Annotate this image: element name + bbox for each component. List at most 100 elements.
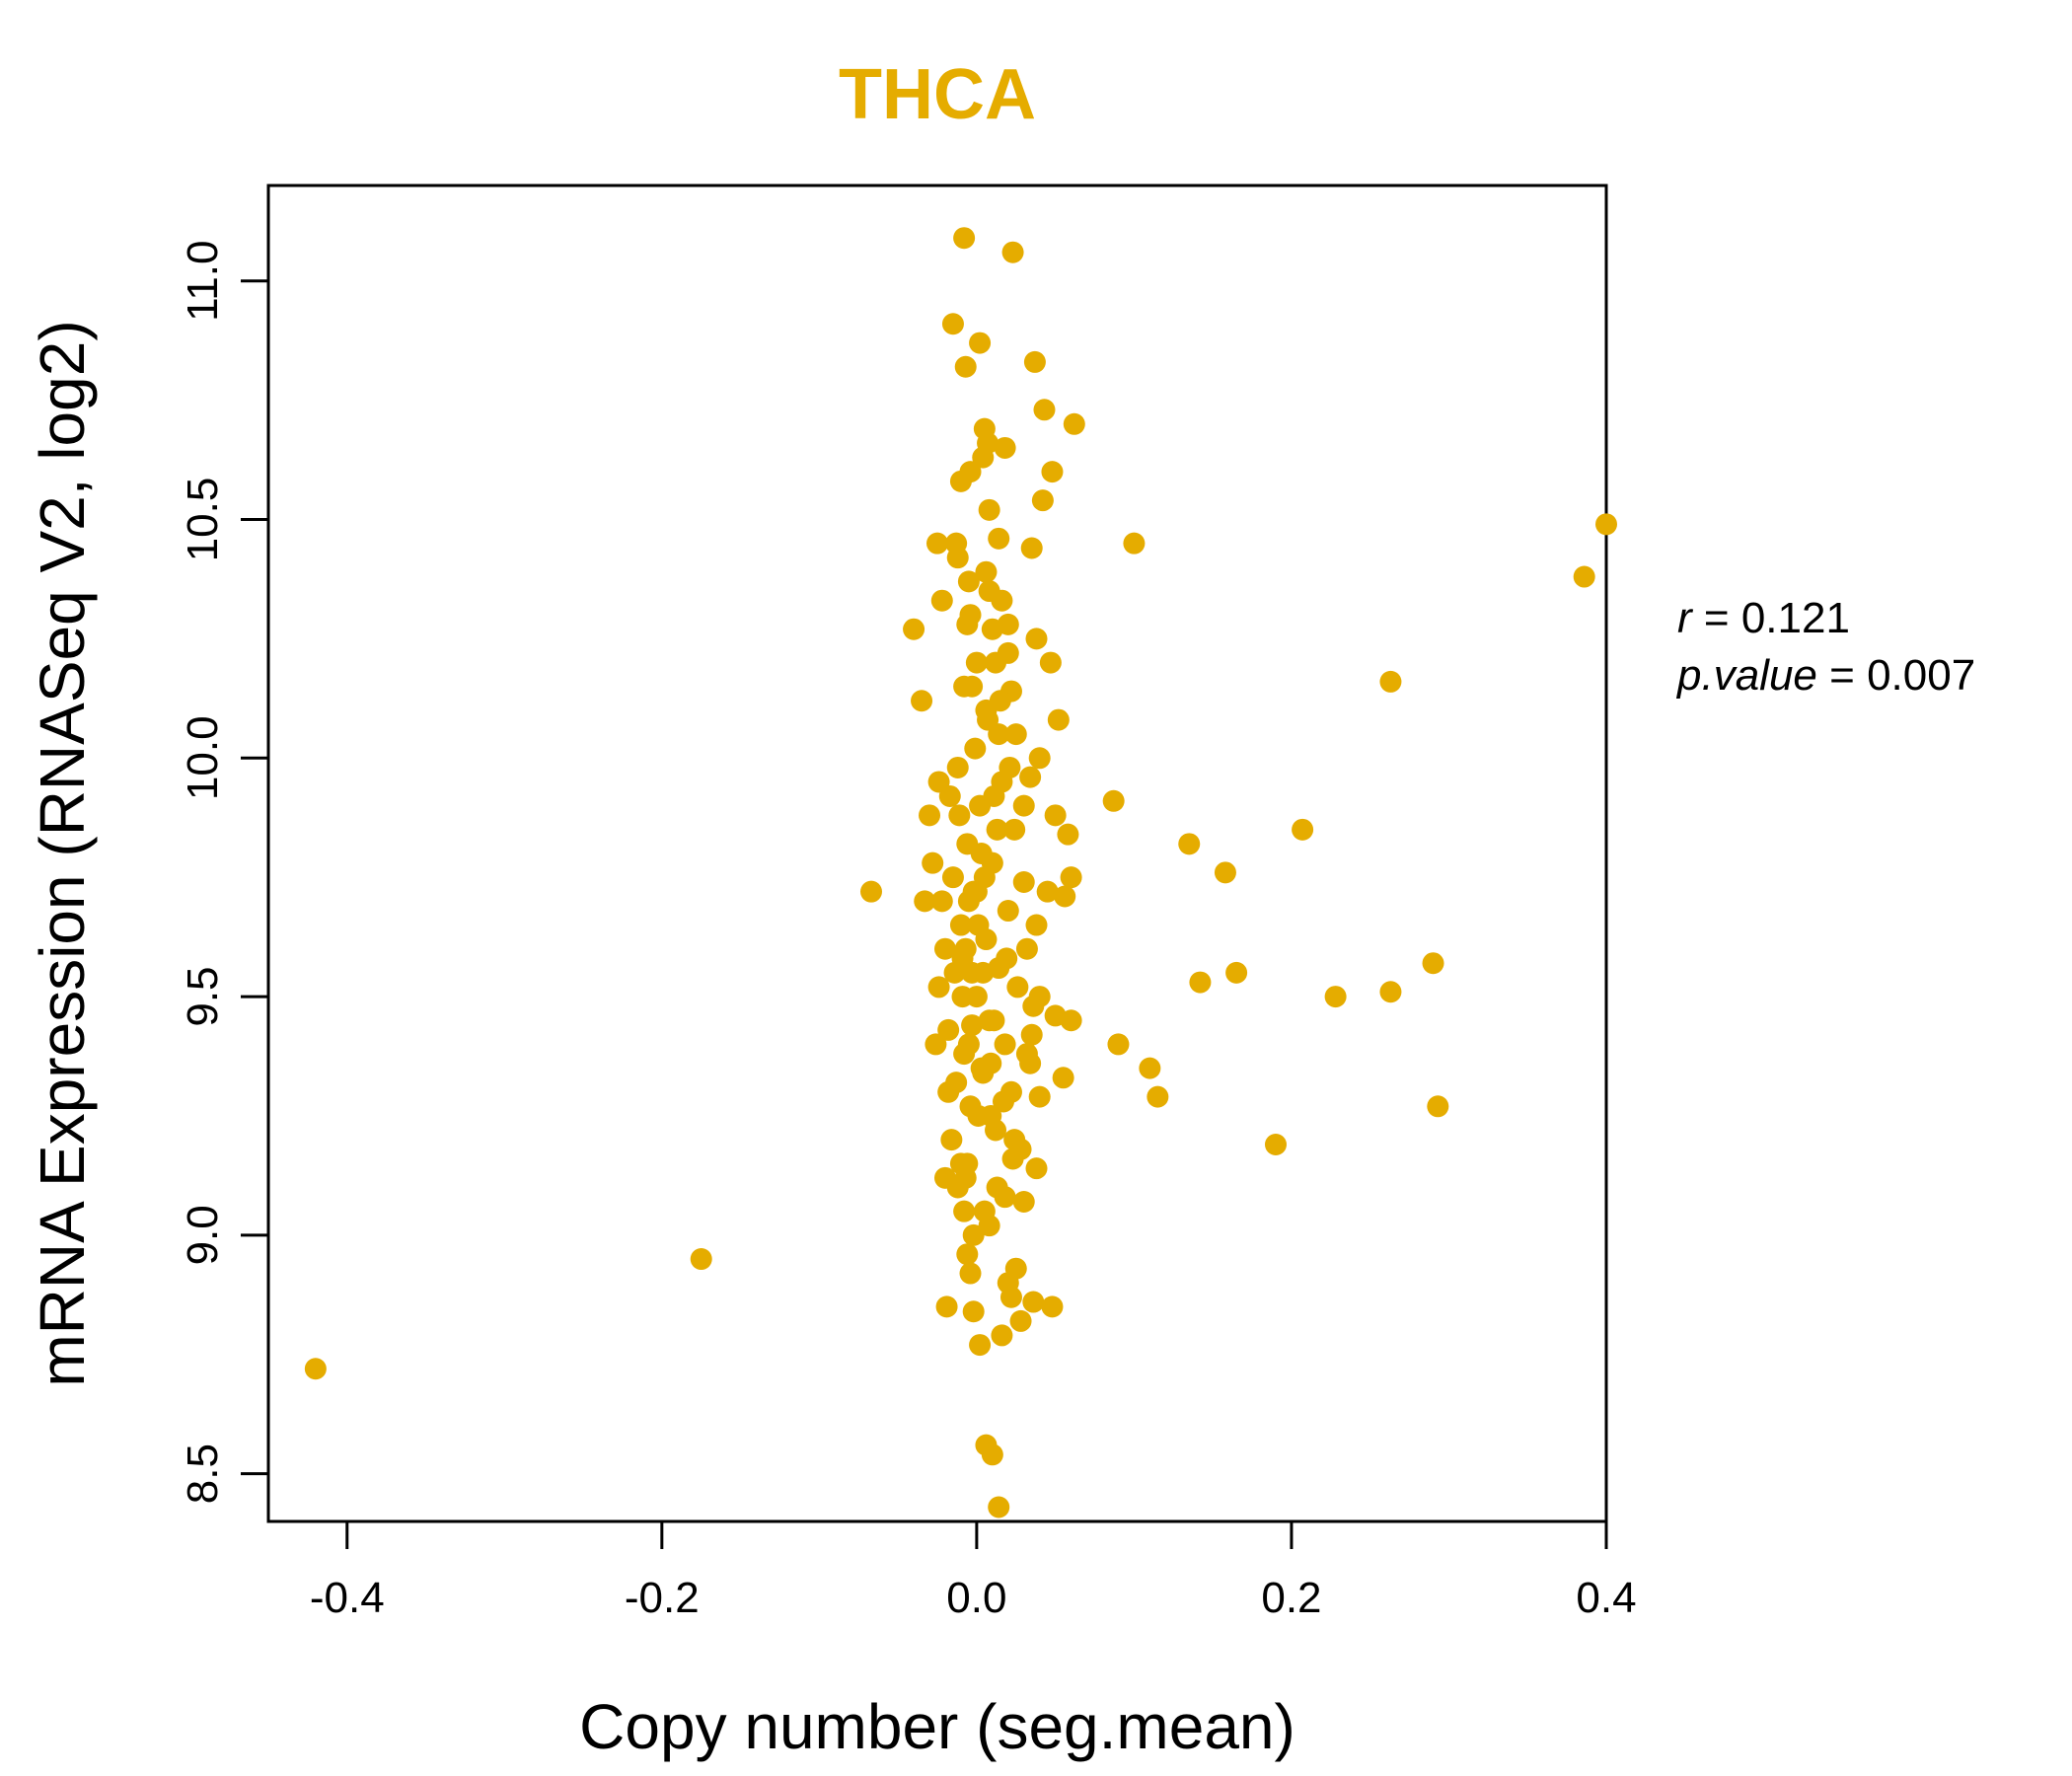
- data-point: [911, 690, 933, 712]
- data-point: [1292, 818, 1314, 841]
- data-point: [1028, 747, 1051, 770]
- data-point: [1033, 399, 1056, 421]
- data-point: [967, 914, 990, 936]
- data-point: [1189, 971, 1212, 994]
- data-point: [994, 1033, 1016, 1056]
- data-point: [1001, 1147, 1024, 1170]
- data-point: [1044, 804, 1067, 827]
- x-tick-label: 0.0: [946, 1574, 1006, 1622]
- data-point: [975, 1434, 998, 1456]
- data-point: [1003, 1129, 1026, 1151]
- data-point: [1015, 937, 1038, 960]
- data-point: [1107, 1033, 1130, 1056]
- data-point: [965, 651, 988, 674]
- data-point: [959, 461, 982, 483]
- data-point: [1022, 995, 1045, 1017]
- data-point: [975, 560, 998, 583]
- data-point: [1063, 412, 1085, 435]
- x-tick-label: 0.4: [1576, 1574, 1636, 1622]
- data-point: [970, 1057, 993, 1079]
- data-point: [977, 432, 999, 455]
- x-axis-label: Copy number (seg.mean): [579, 1691, 1295, 1762]
- data-point: [959, 1262, 982, 1285]
- x-tick-label: 0.2: [1261, 1574, 1321, 1622]
- data-point: [304, 1358, 327, 1380]
- x-tick-label: -0.4: [310, 1574, 385, 1622]
- data-point: [978, 1215, 1000, 1237]
- y-tick-label: 10.5: [179, 478, 227, 562]
- data-point: [997, 1272, 1019, 1295]
- data-point: [933, 937, 956, 960]
- data-point: [1214, 861, 1236, 884]
- data-point: [953, 675, 976, 698]
- data-point: [940, 1129, 963, 1151]
- data-point: [959, 604, 982, 627]
- data-point: [941, 866, 964, 889]
- data-point: [1422, 952, 1444, 975]
- data-point: [1036, 880, 1059, 903]
- data-point: [1023, 350, 1046, 373]
- data-point: [997, 613, 1019, 635]
- data-point: [956, 1152, 979, 1175]
- p-value: 0.007: [1867, 651, 1976, 700]
- data-point: [914, 890, 936, 913]
- data-point: [972, 961, 995, 984]
- data-point: [859, 880, 882, 903]
- data-point: [1028, 1085, 1051, 1108]
- data-point: [690, 1248, 712, 1271]
- data-point: [1012, 871, 1035, 894]
- data-point: [1041, 1295, 1064, 1318]
- data-point: [997, 641, 1019, 664]
- data-point: [999, 756, 1021, 778]
- y-axis-label: mRNA Expression (RNASeq V2, log2): [27, 320, 98, 1386]
- data-point: [1003, 818, 1026, 841]
- data-point: [930, 890, 953, 913]
- data-point: [996, 947, 1018, 970]
- data-point: [1047, 708, 1070, 731]
- chart-title: THCA: [839, 55, 1036, 134]
- data-point: [946, 1176, 969, 1199]
- x-tick-label: -0.2: [625, 1574, 700, 1622]
- correlation-p-value: p.value = 0.007: [1677, 651, 1976, 700]
- data-point: [1044, 1004, 1067, 1027]
- data-point: [969, 332, 992, 354]
- x-axis: -0.4 -0.2 0.0 0.2 0.4: [310, 1521, 1637, 1622]
- data-point: [978, 498, 1000, 521]
- data-point: [926, 532, 948, 555]
- data-point: [1595, 513, 1617, 536]
- data-point: [925, 1033, 947, 1056]
- data-point: [954, 355, 977, 378]
- y-tick-label: 11.0: [179, 241, 227, 322]
- data-point: [1025, 628, 1048, 650]
- data-point: [945, 1072, 968, 1094]
- data-point: [946, 756, 969, 778]
- data-point: [994, 1186, 1016, 1209]
- data-point: [1379, 981, 1402, 1003]
- p-value-label: p.value: [1677, 651, 1817, 700]
- data-point: [969, 1334, 992, 1357]
- data-point: [1025, 1157, 1048, 1180]
- data-point: [1573, 565, 1595, 588]
- plot-frame: [266, 184, 1608, 1523]
- data-point: [927, 976, 950, 999]
- data-point: [903, 618, 925, 640]
- data-point: [988, 527, 1010, 550]
- data-point: [1039, 651, 1062, 674]
- data-point: [1178, 833, 1201, 855]
- data-point: [988, 723, 1010, 746]
- data-point: [975, 699, 998, 721]
- data-point: [978, 580, 1000, 603]
- data-point: [1060, 866, 1082, 889]
- data-point: [1031, 489, 1054, 512]
- data-point: [1009, 1309, 1032, 1332]
- data-point: [930, 589, 953, 612]
- data-point: [1012, 794, 1035, 817]
- data-point: [922, 851, 944, 874]
- data-point: [949, 914, 972, 936]
- data-point: [988, 1496, 1010, 1518]
- data-point: [1264, 1133, 1287, 1155]
- data-point: [941, 313, 964, 335]
- data-point: [1139, 1057, 1161, 1079]
- y-axis: 8.5 9.0 9.5 10.0 10.5 11.0: [179, 241, 268, 1504]
